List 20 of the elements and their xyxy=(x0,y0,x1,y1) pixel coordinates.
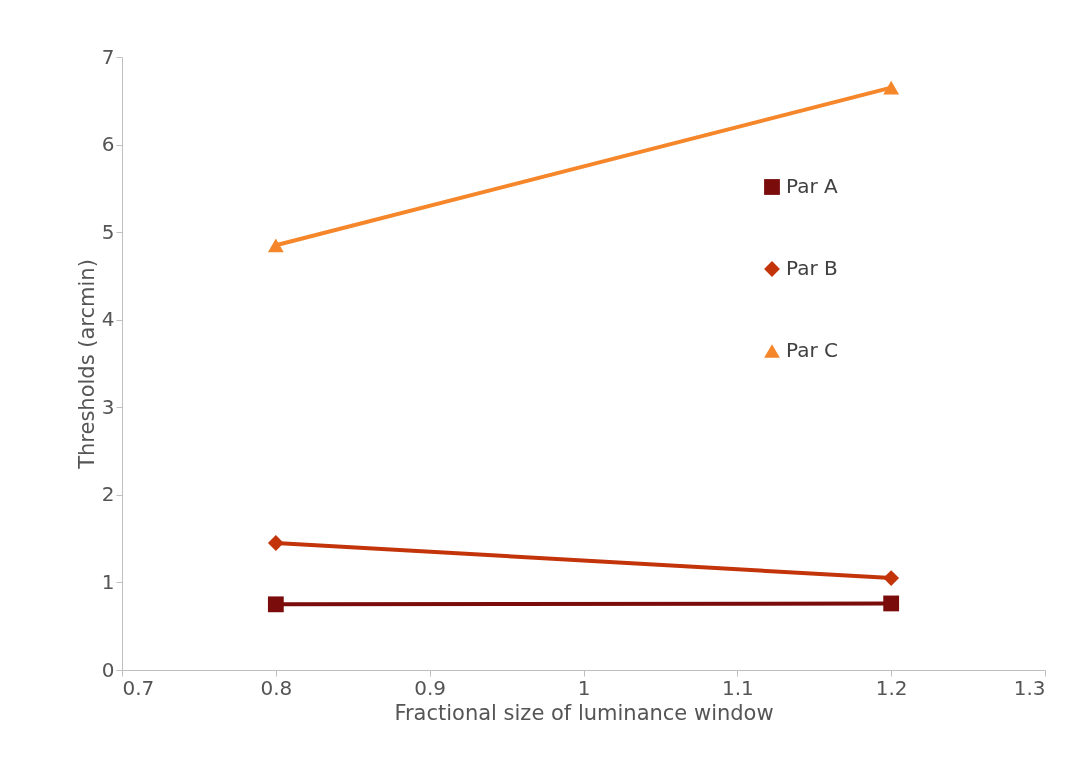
x-tick-label: 0.8 xyxy=(260,675,293,700)
y-tick-label: 1 xyxy=(101,569,115,594)
y-tick-label: 3 xyxy=(101,394,115,419)
y-tick-label: 0 xyxy=(101,657,115,682)
x-axis-title: Fractional size of luminance window xyxy=(394,700,774,725)
legend-label: Par C xyxy=(786,338,838,362)
x-tick-label: 1.2 xyxy=(875,675,908,700)
y-tick-label: 6 xyxy=(101,132,115,157)
x-tick-label: 1 xyxy=(577,675,591,700)
legend-label: Par B xyxy=(786,256,838,280)
y-tick-label: 5 xyxy=(101,219,115,244)
legend-label: Par A xyxy=(786,174,838,198)
x-tick-label: 1.3 xyxy=(1013,675,1046,700)
y-tick-label: 2 xyxy=(101,482,115,507)
y-tick-label: 7 xyxy=(101,44,115,69)
x-tick-label: 0.7 xyxy=(122,675,155,700)
x-tick-label: 1.1 xyxy=(721,675,754,700)
x-tick-label: 0.9 xyxy=(414,675,447,700)
y-tick-label: 4 xyxy=(101,307,115,332)
y-axis-title: Thresholds (arcmin) xyxy=(74,259,99,470)
